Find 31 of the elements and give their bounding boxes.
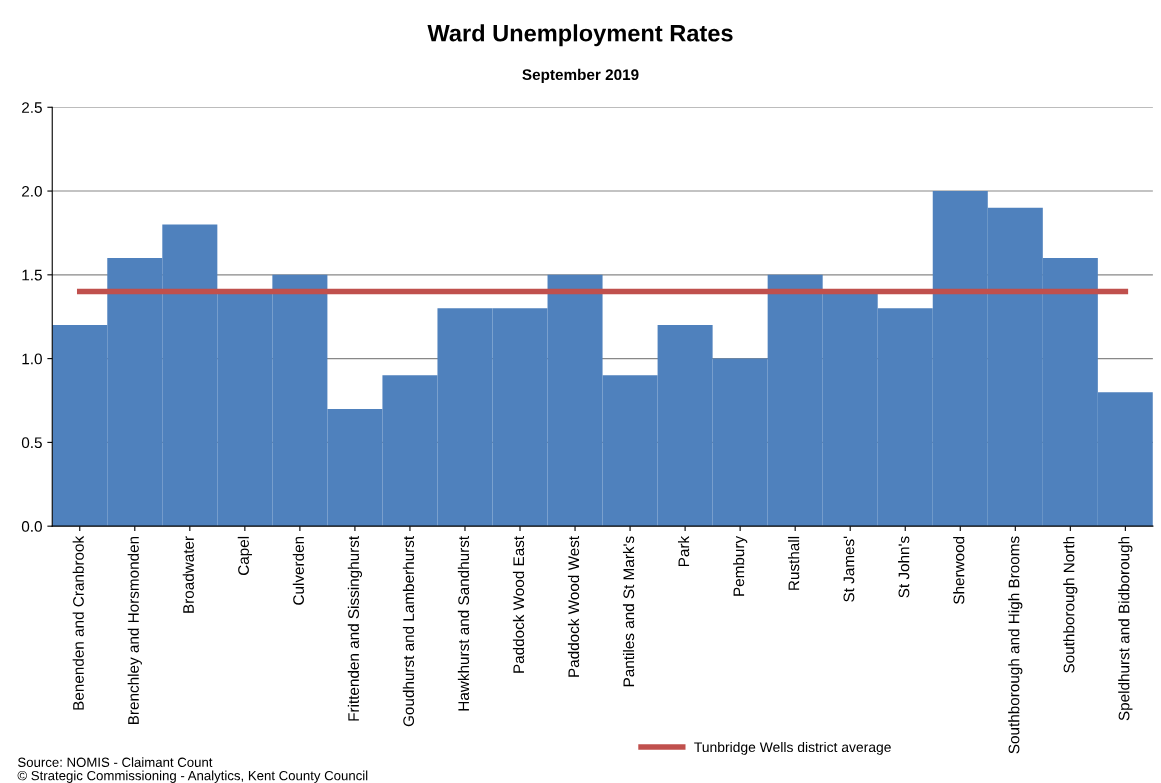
x-tick-label: St John's bbox=[898, 536, 910, 598]
chart-title: Ward Unemployment Rates bbox=[427, 24, 733, 47]
legend-label: Tunbridge Wells district average bbox=[694, 741, 891, 755]
x-tick-label: Benenden and Cranbrook bbox=[72, 535, 84, 710]
x-tick-label: St James' bbox=[843, 536, 855, 602]
x-tick-label: Paddock Wood West bbox=[567, 536, 580, 677]
y-tick-label: 1.5 bbox=[22, 269, 42, 281]
y-tick-label: 1.0 bbox=[22, 353, 42, 365]
x-tick-label: Sherwood bbox=[953, 536, 965, 604]
chart-subtitle: September 2019 bbox=[522, 68, 639, 84]
x-tick-label: Paddock Wood East bbox=[512, 536, 525, 673]
x-tick-label: Broadwater bbox=[182, 536, 194, 613]
x-tick-label: Park bbox=[677, 535, 690, 567]
y-tick-label: 0.0 bbox=[21, 521, 42, 532]
x-tick-label: Southborough North bbox=[1063, 536, 1078, 673]
x-tick-label: Pantiles and St Mark's bbox=[622, 536, 635, 687]
x-tick-label: Brenchley and Horsmonden bbox=[127, 536, 142, 725]
x-tick-label: Hawkhurst and Sandhurst bbox=[457, 536, 470, 711]
x-tick-label: Frittenden and Sissinghurst bbox=[347, 536, 363, 721]
x-tick-label: Goudhurst and Lamberhurst bbox=[402, 535, 415, 727]
x-tick-label: Speldhurst and Bidborough bbox=[1118, 536, 1133, 721]
x-tick-label: Culverden bbox=[292, 536, 304, 605]
y-tick-label: 2.0 bbox=[22, 185, 42, 197]
x-tick-label: Pembury bbox=[733, 535, 748, 596]
text: © Strategic Commissioning - Analytics, Kent County Council bbox=[17, 770, 368, 783]
y-tick-label: 2.5 bbox=[22, 102, 42, 113]
y-tick-label: 0.5 bbox=[21, 437, 42, 449]
source-note: Source: NOMIS - Claimant Count bbox=[18, 757, 213, 767]
x-tick-label: Southborough and High Brooms bbox=[1008, 536, 1023, 754]
x-tick-label: Capel bbox=[237, 536, 252, 576]
x-tick-label: Rusthall bbox=[788, 536, 800, 590]
